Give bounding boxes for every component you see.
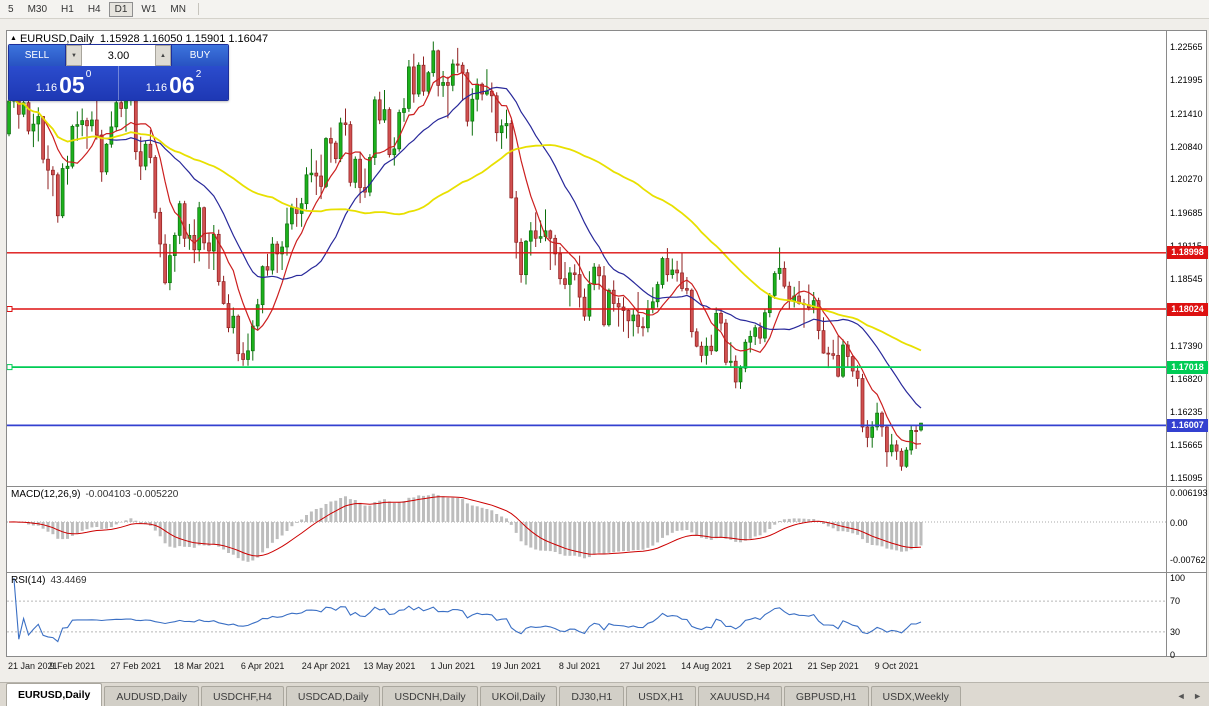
macd-name: MACD(12,26,9)	[11, 489, 81, 500]
volume-input[interactable]: 3.00	[82, 45, 155, 66]
chart-ohlc-values: 1.15928 1.16050 1.15901 1.16047	[99, 33, 269, 45]
tab-ukoil-daily[interactable]: UKOil,Daily	[479, 686, 558, 706]
time-axis[interactable]	[6, 658, 1166, 678]
tab-eurusd-daily[interactable]: EURUSD,Daily	[6, 683, 103, 706]
buy-price-main: 1.16	[145, 82, 168, 94]
one-click-trading-panel: SELL ▼ 3.00 ▲ BUY 1.16 05 0 1.16 06 2	[8, 44, 229, 101]
tabs-scroll-left-icon[interactable]: ◄	[1176, 691, 1186, 701]
sell-price-pips: 05	[59, 72, 85, 98]
chart-symbol-period: EURUSD,Daily	[19, 33, 94, 45]
trade-controls-row: SELL ▼ 3.00 ▲ BUY	[9, 45, 228, 66]
sell-button[interactable]: SELL	[9, 45, 65, 66]
volume-up-button[interactable]: ▲	[155, 45, 171, 66]
volume-box: ▼ 3.00 ▲	[65, 45, 172, 66]
sell-price-main: 1.16	[35, 82, 58, 94]
tab-dj30-h1[interactable]: DJ30,H1	[559, 686, 625, 706]
timeframe-d1[interactable]: D1	[108, 1, 134, 17]
sell-price-point: 0	[85, 69, 92, 80]
tab-gbpusd-h1[interactable]: GBPUSD,H1	[783, 686, 869, 706]
chart-title: ▲ EURUSD,Daily 1.15928 1.16050 1.15901 1.1…	[10, 33, 268, 45]
buy-button[interactable]: BUY	[172, 45, 228, 66]
tab-xauusd-h4[interactable]: XAUUSD,H4	[697, 686, 782, 706]
trade-prices-row: 1.16 05 0 1.16 06 2	[9, 66, 228, 100]
chevron-up-icon: ▲	[160, 52, 166, 59]
timeframe-h4[interactable]: H4	[87, 3, 101, 15]
macd-values: -0.004103 -0.005220	[85, 489, 179, 500]
rsi-name: RSI(14)	[11, 575, 46, 586]
chart-surface	[6, 30, 1207, 657]
timeframe-5[interactable]: 5	[8, 3, 14, 15]
tab-audusd-daily[interactable]: AUDUSD,Daily	[104, 686, 199, 706]
volume-down-button[interactable]: ▼	[66, 45, 82, 66]
tab-usdcnh-daily[interactable]: USDCNH,Daily	[382, 686, 478, 706]
timeframe-w1[interactable]: W1	[141, 3, 157, 15]
timeframe-m30[interactable]: M30	[27, 3, 48, 15]
timeframe-toolbar: 5 M30 H1 H4 D1 W1 MN	[0, 0, 1209, 19]
price-divider	[118, 66, 119, 100]
tab-usdx-h1[interactable]: USDX,H1	[626, 686, 696, 706]
sell-price[interactable]: 1.16 05 0	[9, 66, 118, 100]
price-axis[interactable]	[1167, 30, 1207, 657]
macd-label: MACD(12,26,9) -0.004103 -0.005220	[11, 489, 178, 500]
buy-price[interactable]: 1.16 06 2	[119, 66, 228, 100]
chart-marker-icon: ▲	[10, 35, 17, 42]
chart-tabs: EURUSD,Daily AUDUSD,Daily USDCHF,H4 USDCAD,…	[6, 683, 963, 706]
buy-price-point: 2	[195, 69, 202, 80]
timeframe-h1[interactable]: H1	[61, 3, 74, 15]
rsi-value: 43.4469	[50, 575, 87, 586]
chart-tab-bar: EURUSD,Daily AUDUSD,Daily USDCHF,H4 USDCAD,…	[0, 682, 1209, 706]
tabs-scroll-right-icon[interactable]: ►	[1193, 691, 1202, 701]
chevron-down-icon: ▼	[71, 52, 77, 59]
toolbar-separator	[197, 3, 199, 15]
timeframe-mn[interactable]: MN	[170, 3, 186, 15]
buy-price-pips: 06	[169, 72, 195, 98]
tab-usdcad-daily[interactable]: USDCAD,Daily	[285, 686, 381, 706]
timeframe-buttons: 5 M30 H1 H4 D1 W1 MN	[1, 0, 193, 18]
tab-usdx-weekly[interactable]: USDX,Weekly	[870, 686, 961, 706]
tab-navigation: ◄ ►	[1172, 691, 1202, 701]
tab-usdchf-h4[interactable]: USDCHF,H4	[200, 686, 284, 706]
rsi-label: RSI(14) 43.4469	[11, 575, 87, 586]
